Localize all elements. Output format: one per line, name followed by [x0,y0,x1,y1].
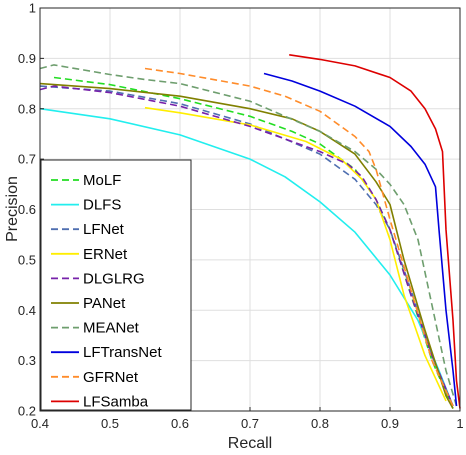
legend-label-gfrnet: GFRNet [83,369,139,386]
series-line-dlglrg [39,85,454,407]
y-axis-title: Precision [4,176,21,242]
legend-label-molf: MoLF [83,172,121,189]
x-tick-label: 0.6 [171,416,189,431]
series-line-lfsamba [289,54,461,409]
series-line-ernet [144,106,447,402]
series-line-panet [39,82,454,409]
x-tick-label: 0.4 [31,416,49,431]
y-tick-label: 0.8 [18,101,36,116]
legend-label-panet: PANet [83,295,126,312]
legend-label-lfnet: LFNet [83,221,125,238]
legend-label-lftransnet: LFTransNet [83,344,162,361]
y-tick-label: 0.3 [18,353,36,368]
series-layer [39,54,461,409]
x-axis-title: Recall [228,435,272,452]
series-line-gfrnet [144,67,454,407]
legend: MoLF DLFS LFNet ERNet DLGLRG PANet MEANet LFTra… [40,159,192,411]
series-line-meanet [39,64,458,407]
y-tick-label: 0.9 [18,51,36,66]
y-tick-label: 1 [29,1,36,16]
tick-labels: 0.4 0.5 0.6 0.7 0.8 0.9 1 0.2 0.3 0.4 0.5 0.6 0.7 0.8… [18,1,464,432]
x-tick-label: 0.7 [241,416,259,431]
series-line-lftransnet [263,72,458,407]
y-tick-label: 0.7 [18,152,36,167]
y-tick-label: 0.6 [18,202,36,217]
legend-label-lfsamba: LFSamba [83,393,149,410]
y-tick-label: 0.5 [18,252,36,267]
legend-label-meanet: MEANet [83,320,140,337]
y-tick-label: 0.2 [18,404,36,419]
x-tick-label: 0.9 [381,416,399,431]
legend-label-dlglrg: DLGLRG [83,270,145,287]
x-tick-label: 1 [456,416,463,431]
x-tick-label: 0.5 [101,416,119,431]
legend-label-dlfs: DLFS [83,197,121,214]
y-tick-label: 0.4 [18,303,36,318]
x-tick-label: 0.8 [311,416,329,431]
series-line-lfnet [39,85,454,407]
legend-box [40,159,192,411]
legend-label-ernet: ERNet [83,246,128,263]
